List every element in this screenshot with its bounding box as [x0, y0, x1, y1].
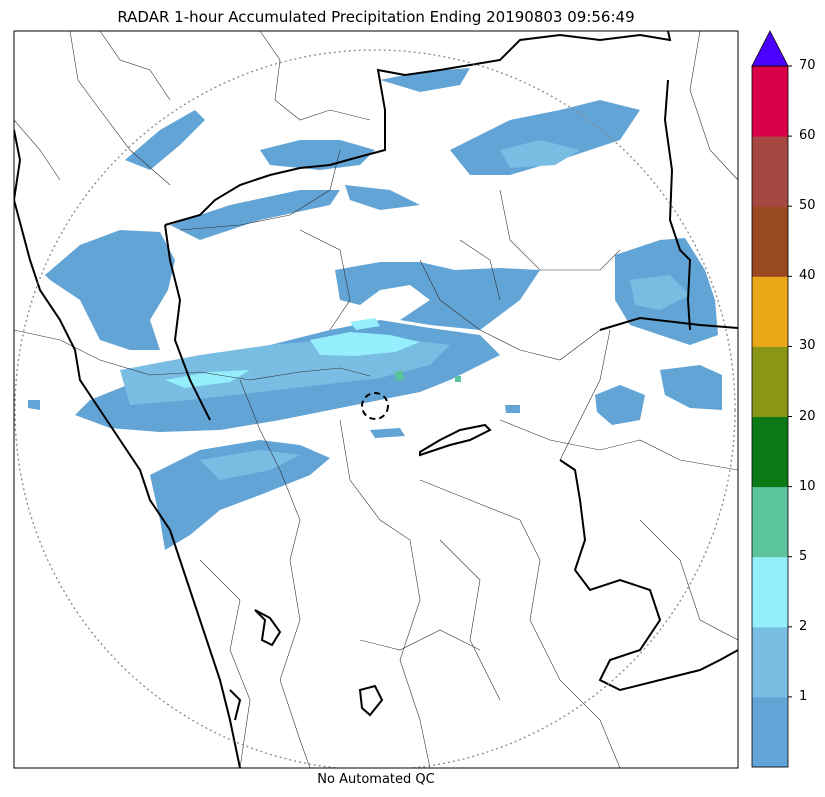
- colorbar-tick-label: 70: [799, 58, 816, 73]
- colorbar-segment: [752, 66, 788, 137]
- colorbar-segment: [752, 136, 788, 207]
- map-title: RADAR 1-hour Accumulated Precipitation E…: [117, 8, 635, 26]
- colorbar-segment: [752, 346, 788, 417]
- colorbar-tick-label: 20: [799, 408, 816, 424]
- state-boundaries: [14, 31, 738, 768]
- colorbar-segment: [752, 556, 788, 628]
- precip-echoes-heavy: [165, 318, 420, 388]
- precip-echoes-light: [28, 68, 722, 550]
- colorbar-tick-label: 40: [799, 268, 816, 284]
- colorbar-segment: [752, 206, 788, 277]
- colorbar-segment: [752, 486, 788, 558]
- colorbar-tick-label: 2: [799, 618, 808, 634]
- colorbar-tick-label: 50: [799, 198, 816, 214]
- colorbar-extend-triangle: [751, 30, 789, 67]
- radar-site-marker: [361, 392, 389, 420]
- colorbar-tick-label: 30: [799, 338, 816, 354]
- colorbar-segment: [752, 696, 788, 768]
- precip-echoes-intense: [395, 370, 461, 382]
- colorbar: [751, 30, 792, 768]
- colorbar-tick-label: 1: [799, 688, 808, 704]
- map-content: [14, 31, 738, 768]
- colorbar-tick-label: 10: [799, 478, 816, 494]
- colorbar-tick-label: 5: [799, 548, 808, 564]
- colorbar-tick-label: 60: [799, 128, 816, 144]
- map-frame: [13, 30, 739, 769]
- colorbar-segment: [752, 416, 788, 488]
- qc-footer: No Automated QC: [317, 772, 435, 787]
- radar-range-ring: [14, 49, 736, 768]
- colorbar-segment: [752, 626, 788, 698]
- colorbar-segment: [752, 276, 788, 347]
